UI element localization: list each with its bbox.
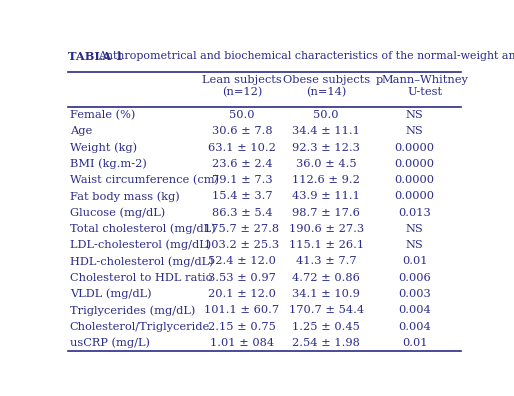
Text: Age: Age: [70, 126, 92, 136]
Text: 2.15 ± 0.75: 2.15 ± 0.75: [208, 322, 276, 331]
Text: NS: NS: [406, 240, 424, 250]
Text: 79.1 ± 7.3: 79.1 ± 7.3: [212, 175, 272, 185]
Text: BMI (kg.m-2): BMI (kg.m-2): [70, 159, 146, 169]
Text: 92.3 ± 12.3: 92.3 ± 12.3: [292, 143, 360, 152]
Text: HDL-cholesterol (mg/dL): HDL-cholesterol (mg/dL): [70, 256, 213, 267]
Text: 2.54 ± 1.98: 2.54 ± 1.98: [292, 338, 360, 348]
Text: NS: NS: [406, 126, 424, 136]
Text: 20.1 ± 12.0: 20.1 ± 12.0: [208, 289, 276, 299]
Text: Glucose (mg/dL): Glucose (mg/dL): [70, 208, 165, 218]
Text: 175.7 ± 27.8: 175.7 ± 27.8: [204, 224, 280, 234]
Text: 36.0 ± 4.5: 36.0 ± 4.5: [296, 159, 357, 169]
Text: Total cholesterol (mg/dL): Total cholesterol (mg/dL): [70, 224, 215, 234]
Text: p: p: [376, 75, 383, 85]
Text: 0.003: 0.003: [398, 289, 431, 299]
Text: 0.01: 0.01: [402, 257, 427, 267]
Text: Weight (kg): Weight (kg): [70, 142, 137, 153]
Text: 0.0000: 0.0000: [395, 159, 434, 169]
Text: Mann–Whitney
U-test: Mann–Whitney U-test: [382, 75, 469, 97]
Text: 0.01: 0.01: [402, 338, 427, 348]
Text: 103.2 ± 25.3: 103.2 ± 25.3: [204, 240, 280, 250]
Text: Anthropometrical and biochemical characteristics of the normal-weight and obese : Anthropometrical and biochemical charact…: [98, 51, 514, 61]
Text: 0.013: 0.013: [398, 208, 431, 218]
Text: 0.004: 0.004: [398, 305, 431, 315]
Text: 34.1 ± 10.9: 34.1 ± 10.9: [292, 289, 360, 299]
Text: NS: NS: [406, 110, 424, 120]
Text: 0.0000: 0.0000: [395, 191, 434, 202]
Text: 0.004: 0.004: [398, 322, 431, 331]
Text: Fat body mass (kg): Fat body mass (kg): [70, 191, 179, 202]
Text: 98.7 ± 17.6: 98.7 ± 17.6: [292, 208, 360, 218]
Text: 1.01 ± 084: 1.01 ± 084: [210, 338, 274, 348]
Text: 41.3 ± 7.7: 41.3 ± 7.7: [296, 257, 357, 267]
Text: 1.25 ± 0.45: 1.25 ± 0.45: [292, 322, 360, 331]
Text: 4.72 ± 0.86: 4.72 ± 0.86: [292, 273, 360, 283]
Text: 15.4 ± 3.7: 15.4 ± 3.7: [212, 191, 272, 202]
Text: Lean subjects
(n=12): Lean subjects (n=12): [202, 75, 282, 97]
Text: 0.0000: 0.0000: [395, 143, 434, 152]
Text: 0.006: 0.006: [398, 273, 431, 283]
Text: NS: NS: [406, 224, 424, 234]
Text: TABLA 1: TABLA 1: [68, 51, 123, 61]
Text: Waist circumference (cm): Waist circumference (cm): [70, 175, 219, 185]
Text: Cholesterol to HDL ratio: Cholesterol to HDL ratio: [70, 273, 212, 283]
Text: VLDL (mg/dL): VLDL (mg/dL): [70, 289, 152, 299]
Text: 115.1 ± 26.1: 115.1 ± 26.1: [289, 240, 364, 250]
Text: usCRP (mg/L): usCRP (mg/L): [70, 337, 150, 348]
Text: LDL-cholesterol (mg/dL): LDL-cholesterol (mg/dL): [70, 240, 211, 251]
Text: Female (%): Female (%): [70, 110, 135, 120]
Text: 86.3 ± 5.4: 86.3 ± 5.4: [212, 208, 272, 218]
Text: 112.6 ± 9.2: 112.6 ± 9.2: [292, 175, 360, 185]
Text: 50.0: 50.0: [229, 110, 254, 120]
Text: 190.6 ± 27.3: 190.6 ± 27.3: [289, 224, 364, 234]
Text: 170.7 ± 54.4: 170.7 ± 54.4: [289, 305, 364, 315]
Text: 43.9 ± 11.1: 43.9 ± 11.1: [292, 191, 360, 202]
Text: 101.1 ± 60.7: 101.1 ± 60.7: [204, 305, 280, 315]
Text: 0.0000: 0.0000: [395, 175, 434, 185]
Text: Obese subjects
(n=14): Obese subjects (n=14): [283, 75, 370, 97]
Text: 63.1 ± 10.2: 63.1 ± 10.2: [208, 143, 276, 152]
Text: 23.6 ± 2.4: 23.6 ± 2.4: [212, 159, 272, 169]
Text: 3.53 ± 0.97: 3.53 ± 0.97: [208, 273, 276, 283]
Text: 52.4 ± 12.0: 52.4 ± 12.0: [208, 257, 276, 267]
Text: 34.4 ± 11.1: 34.4 ± 11.1: [292, 126, 360, 136]
Text: Cholesterol/Triglyceride: Cholesterol/Triglyceride: [70, 322, 210, 331]
Text: 30.6 ± 7.8: 30.6 ± 7.8: [212, 126, 272, 136]
Text: Triglycerides (mg/dL): Triglycerides (mg/dL): [70, 305, 195, 316]
Text: 50.0: 50.0: [314, 110, 339, 120]
